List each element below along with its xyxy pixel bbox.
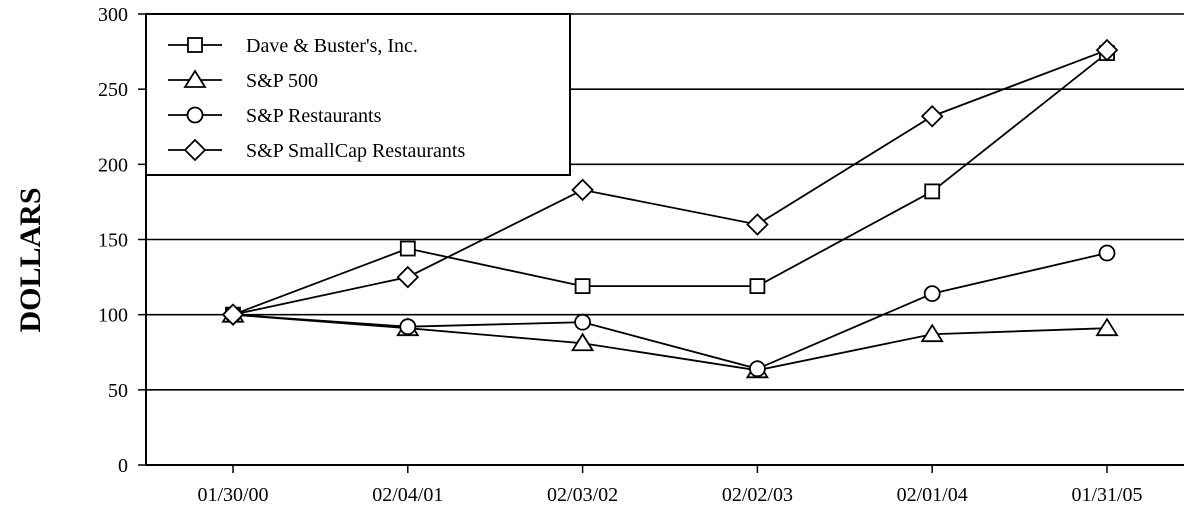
data-point	[570, 332, 595, 352]
data-point	[749, 278, 766, 295]
series-line	[232, 52, 1108, 316]
y-tick-label: 50	[108, 380, 128, 402]
data-point	[923, 285, 941, 303]
data-point	[396, 265, 420, 289]
y-tick-label: 100	[98, 305, 128, 327]
y-tick-label: 250	[98, 79, 128, 101]
data-point	[574, 278, 591, 295]
x-tick-label: 02/03/02	[547, 484, 618, 506]
legend-label: S&P 500	[246, 70, 318, 92]
data-point	[749, 360, 766, 378]
x-tick-label: 01/31/05	[1071, 484, 1142, 506]
data-point	[574, 313, 591, 331]
y-tick-label: 300	[98, 4, 128, 26]
legend-label: S&P SmallCap Restaurants	[246, 140, 465, 162]
data-point	[920, 323, 944, 343]
y-tick-label: 150	[98, 230, 128, 252]
data-point	[399, 240, 416, 257]
series-line	[232, 49, 1108, 316]
data-point	[571, 178, 594, 202]
legend-marker	[187, 37, 203, 53]
series-layer	[221, 38, 1119, 379]
data-point	[1098, 244, 1116, 262]
legend-marker	[186, 106, 204, 124]
y-axis-label: DOLLARS	[14, 187, 47, 332]
series-line	[232, 313, 1108, 372]
series-line	[232, 252, 1108, 370]
y-tick-label: 200	[98, 154, 128, 176]
data-point	[221, 303, 245, 326]
x-tick-label: 02/02/03	[722, 484, 793, 506]
data-point	[746, 213, 769, 236]
legend-label: S&P Restaurants	[246, 105, 382, 127]
legend: Dave & Buster's, Inc. S&P 500 S&P Restaura…	[145, 13, 571, 176]
legend-marker	[183, 69, 207, 88]
data-point	[924, 183, 941, 200]
legend-box	[145, 13, 571, 176]
data-point	[1095, 317, 1119, 337]
x-tick-label: 02/01/04	[897, 484, 968, 506]
legend-label: Dave & Buster's, Inc.	[246, 35, 418, 57]
axes: 0 50 100 150 200 250 300 01/30/00 02/04/01 02/03/…	[98, 4, 1184, 506]
legend-marker	[183, 138, 207, 162]
x-tick-label: 01/30/00	[197, 484, 268, 506]
data-point	[1095, 38, 1119, 62]
data-point	[399, 318, 417, 336]
y-tick-label: 0	[118, 455, 128, 477]
data-point	[920, 104, 944, 128]
x-tick-label: 02/04/01	[372, 484, 443, 506]
